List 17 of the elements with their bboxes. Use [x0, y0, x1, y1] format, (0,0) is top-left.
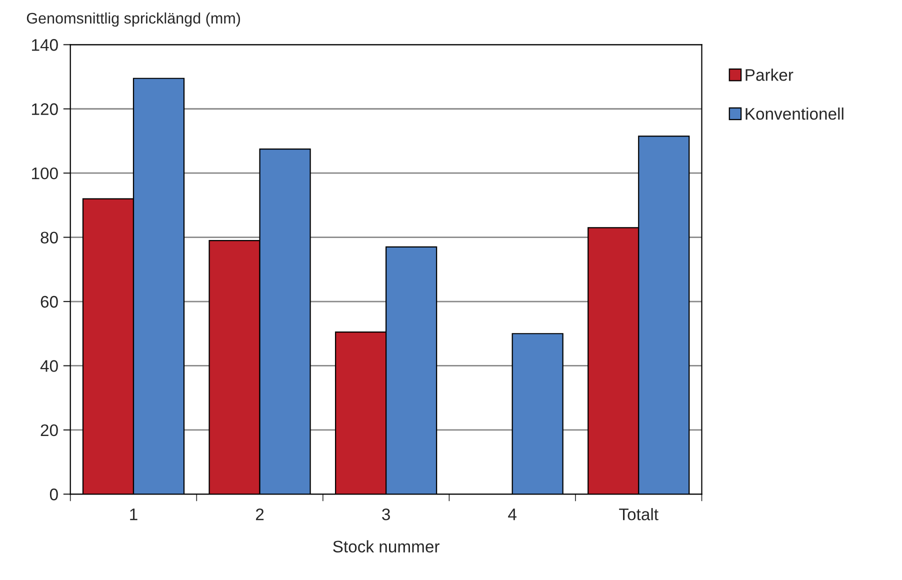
y-tick-label: 40	[40, 360, 58, 372]
y-tick-label: 80	[40, 232, 58, 244]
x-tick-label: 4	[508, 508, 516, 520]
legend-label: Konventionell	[746, 108, 844, 120]
y-tick-label: 20	[40, 424, 58, 436]
y-tick-label: 60	[40, 296, 58, 308]
y-tick-label: 100	[32, 167, 58, 180]
y-tick-label: 0	[50, 488, 58, 500]
x-tick-label: 2	[256, 508, 264, 520]
legend-label: Parker	[746, 68, 794, 81]
x-tick-label: Totalt	[619, 508, 658, 520]
y-tick-label: 120	[32, 103, 58, 116]
y-axis-title: Genomsnittlig spricklängd (mm)	[26, 12, 240, 27]
x-tick-label: 3	[382, 508, 390, 520]
y-tick-label: 140	[32, 39, 58, 51]
x-axis-title: Stock nummer	[333, 540, 440, 552]
x-tick-label: 1	[130, 508, 138, 520]
